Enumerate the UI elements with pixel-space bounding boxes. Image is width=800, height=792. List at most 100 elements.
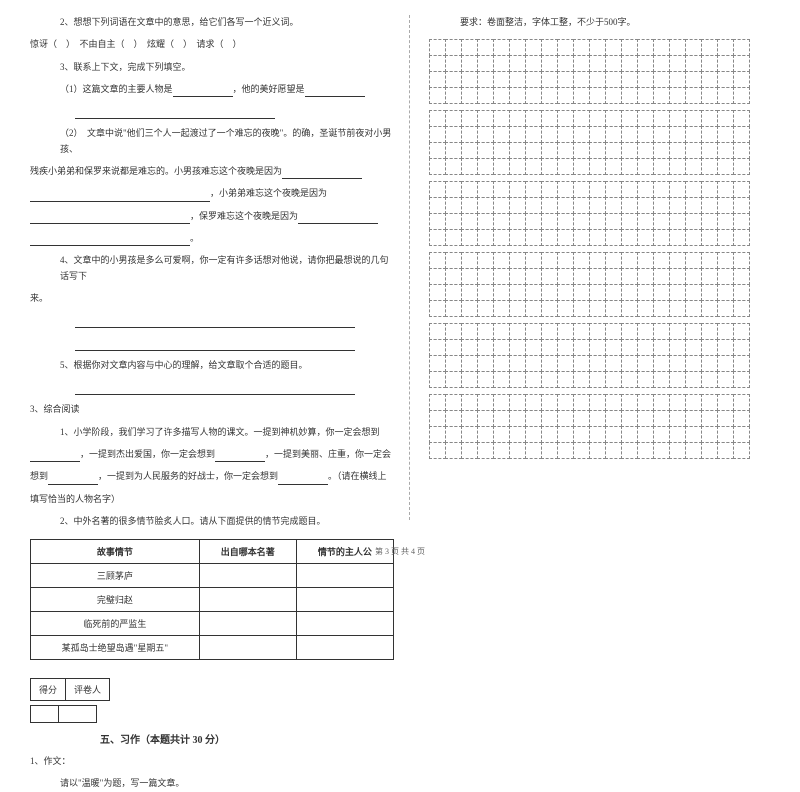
grid-cell bbox=[717, 300, 734, 317]
grid-cell bbox=[557, 394, 574, 411]
grid-cell bbox=[669, 110, 686, 127]
grid-cell bbox=[589, 126, 606, 143]
grid-cell bbox=[621, 126, 638, 143]
table-cell: 完璧归赵 bbox=[31, 588, 200, 612]
blank bbox=[278, 475, 328, 485]
grid-cell bbox=[493, 142, 510, 159]
grid-cell bbox=[477, 355, 494, 372]
grid-cell bbox=[669, 142, 686, 159]
sec3-1f-text: 。（请在横线上 bbox=[328, 471, 387, 481]
grid-cell bbox=[541, 323, 558, 340]
grid-cell bbox=[637, 126, 654, 143]
grid-cell bbox=[445, 55, 462, 72]
grid-cell bbox=[653, 442, 670, 459]
grid-cell bbox=[669, 213, 686, 230]
section-3-2: 2、中外名著的很多情节脍炙人口。请从下面提供的情节完成题目。 bbox=[30, 514, 394, 529]
grid-cell bbox=[509, 355, 526, 372]
q3-1-text-b: ，他的美好愿望是 bbox=[233, 84, 305, 94]
grid-cell bbox=[461, 339, 478, 356]
grid-cell bbox=[445, 394, 462, 411]
grid-cell bbox=[557, 213, 574, 230]
question-3: 3、联系上下文，完成下列填空。 bbox=[30, 60, 394, 75]
grid-cell bbox=[557, 300, 574, 317]
grid-cell bbox=[733, 158, 750, 175]
grid-cell bbox=[445, 229, 462, 246]
grid-cell bbox=[429, 323, 446, 340]
grid-cell bbox=[461, 126, 478, 143]
question-2-words: 惊讶（ ） 不由自主（ ） 炫耀（ ） 请求（ ） bbox=[30, 37, 394, 52]
grid-cell bbox=[509, 394, 526, 411]
grid-cell bbox=[621, 55, 638, 72]
grid-cell bbox=[621, 87, 638, 104]
grid-cell bbox=[653, 323, 670, 340]
requirement: 要求：卷面整洁，字体工整，不少于500字。 bbox=[430, 15, 770, 30]
grid-cell bbox=[557, 39, 574, 56]
grid-cell bbox=[701, 394, 718, 411]
grid-cell bbox=[541, 371, 558, 388]
grid-cell bbox=[477, 229, 494, 246]
grid-cell bbox=[525, 355, 542, 372]
grid-cell bbox=[605, 339, 622, 356]
grid-cell bbox=[733, 229, 750, 246]
grid-cell bbox=[493, 394, 510, 411]
grid-cell bbox=[573, 355, 590, 372]
grid-cell bbox=[429, 142, 446, 159]
grid-cell bbox=[653, 268, 670, 285]
grid-cell bbox=[429, 110, 446, 127]
grid-cell bbox=[461, 158, 478, 175]
grid-cell bbox=[733, 323, 750, 340]
blank bbox=[215, 452, 265, 462]
grid-cell bbox=[573, 142, 590, 159]
grid-cell bbox=[701, 71, 718, 88]
grid-cell bbox=[509, 371, 526, 388]
grid-cell bbox=[573, 110, 590, 127]
grid-cell bbox=[717, 394, 734, 411]
grid-cell bbox=[525, 300, 542, 317]
grid-cell bbox=[525, 55, 542, 72]
grid-cell bbox=[701, 197, 718, 214]
grid-cell bbox=[685, 339, 702, 356]
table-cell: 某孤岛士绝望岛遇"星期五" bbox=[31, 636, 200, 660]
grid-cell bbox=[733, 87, 750, 104]
grid-cell bbox=[669, 300, 686, 317]
grid-cell bbox=[493, 87, 510, 104]
grid-cell bbox=[685, 158, 702, 175]
grid-cell bbox=[525, 339, 542, 356]
grid-cell bbox=[557, 142, 574, 159]
grid-cell bbox=[557, 197, 574, 214]
grid-cell bbox=[605, 213, 622, 230]
grid-cell bbox=[445, 284, 462, 301]
grid-cell bbox=[541, 110, 558, 127]
grid-cell bbox=[589, 142, 606, 159]
grid-cell bbox=[637, 268, 654, 285]
grid-cell bbox=[573, 229, 590, 246]
grid-cell bbox=[669, 442, 686, 459]
grid-cell bbox=[445, 213, 462, 230]
grid-cell bbox=[493, 410, 510, 427]
grid-cell bbox=[477, 371, 494, 388]
grid-cell bbox=[509, 39, 526, 56]
grid-cell bbox=[669, 71, 686, 88]
grid-cell bbox=[653, 229, 670, 246]
grid-cell bbox=[477, 339, 494, 356]
grid-cell bbox=[525, 284, 542, 301]
grid-cell bbox=[557, 339, 574, 356]
grid-cell bbox=[573, 394, 590, 411]
grid-cell bbox=[493, 229, 510, 246]
grid-cell bbox=[637, 323, 654, 340]
grid-row bbox=[430, 324, 770, 340]
grid-cell bbox=[445, 300, 462, 317]
grid-cell bbox=[477, 284, 494, 301]
grid-cell bbox=[621, 39, 638, 56]
grid-cell bbox=[717, 110, 734, 127]
blank bbox=[48, 475, 98, 485]
grid-cell bbox=[445, 410, 462, 427]
grid-cell bbox=[605, 229, 622, 246]
grid-cell bbox=[685, 181, 702, 198]
grid-cell bbox=[685, 442, 702, 459]
blank bbox=[75, 109, 275, 119]
table-cell: 三顾茅庐 bbox=[31, 564, 200, 588]
grid-cell bbox=[637, 442, 654, 459]
grid-cell bbox=[429, 442, 446, 459]
grid-cell bbox=[653, 197, 670, 214]
